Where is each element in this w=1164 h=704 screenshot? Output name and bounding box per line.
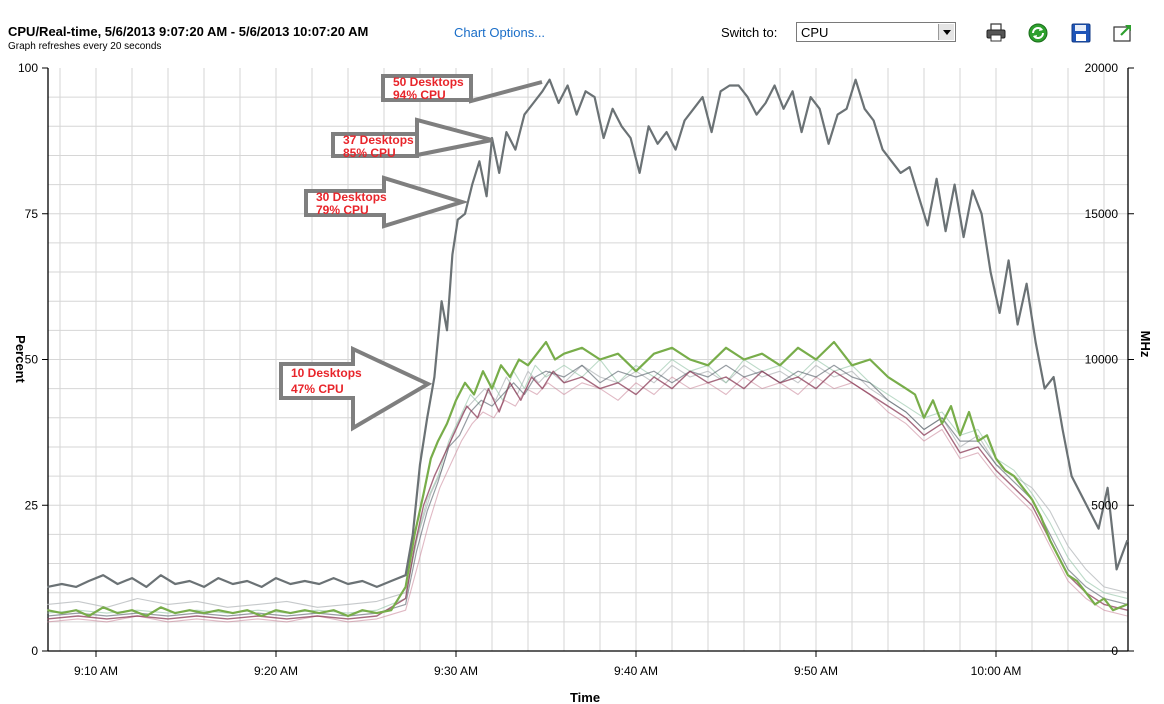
y-left-axis-title: Percent xyxy=(13,335,28,383)
annotation-value: 47% CPU xyxy=(291,382,344,396)
x-tick-label: 9:30 AM xyxy=(434,664,478,678)
x-tick-label: 9:40 AM xyxy=(614,664,658,678)
series-lines xyxy=(47,78,1129,623)
y-left-tick-label: 25 xyxy=(25,498,39,512)
annotation-arrow xyxy=(279,345,433,432)
annotation-label: 10 Desktops xyxy=(291,366,362,380)
y-right-axis-title: MHz xyxy=(1138,331,1153,358)
y-right-tick-label: 5000 xyxy=(1091,498,1118,512)
print-icon xyxy=(986,23,1006,42)
dropdown-button[interactable] xyxy=(938,24,954,40)
x-tick-label: 9:20 AM xyxy=(254,664,298,678)
switch-to-value: CPU xyxy=(801,25,829,40)
annotation-label: 50 Desktops xyxy=(393,75,464,89)
series-line-5 xyxy=(47,376,1128,623)
export-button[interactable] xyxy=(1112,22,1132,42)
switch-to-label: Switch to: xyxy=(721,25,778,40)
chart-title: CPU/Real-time, 5/6/2013 9:07:20 AM - 5/6… xyxy=(8,24,369,39)
annotation-arrow xyxy=(304,175,469,229)
y-left-tick-label: 100 xyxy=(18,61,38,75)
grid-lines xyxy=(48,68,1128,651)
export-icon xyxy=(1113,25,1131,42)
print-button[interactable] xyxy=(985,22,1006,42)
y-left-tick-label: 0 xyxy=(31,644,38,658)
y-right-tick-label: 15000 xyxy=(1085,207,1119,221)
annotation-value: 79% CPU xyxy=(316,203,369,217)
refresh-note: Graph refreshes every 20 seconds xyxy=(8,41,162,52)
annotation-label: 37 Desktops xyxy=(343,133,414,147)
series-line-1 xyxy=(47,78,1129,589)
x-tick-label: 9:10 AM xyxy=(74,664,118,678)
series-line-2 xyxy=(47,340,1128,618)
chart-axes xyxy=(42,67,1134,657)
annotation-arrow xyxy=(381,74,543,104)
refresh-button[interactable] xyxy=(1027,22,1048,43)
axis-labels: 0 25 50 75 100 0 5000 10000 15000 20000 9:10 AM 9:2… xyxy=(13,61,1153,704)
annotation-arrow xyxy=(331,117,493,158)
annotation-value: 94% CPU xyxy=(393,88,446,102)
chart-options-link[interactable]: Chart Options... xyxy=(454,25,546,40)
y-left-tick-label: 75 xyxy=(25,207,39,221)
series-line-7 xyxy=(47,364,1128,608)
annotation-label: 30 Desktops xyxy=(316,190,387,204)
y-left-tick-label: 50 xyxy=(25,353,39,367)
x-tick-label: 9:50 AM xyxy=(794,664,838,678)
y-right-tick-label: 20000 xyxy=(1085,61,1119,75)
series-line-6 xyxy=(47,358,1128,614)
x-axis-title: Time xyxy=(570,690,600,704)
save-icon xyxy=(1071,23,1091,43)
save-button[interactable] xyxy=(1070,22,1091,43)
y-right-tick-label: 10000 xyxy=(1085,353,1119,367)
series-line-4 xyxy=(47,364,1128,617)
y-right-tick-label: 0 xyxy=(1111,644,1118,658)
annotation-value: 85% CPU xyxy=(343,146,396,160)
series-line-3 xyxy=(47,370,1128,620)
refresh-icon xyxy=(1028,23,1048,43)
switch-to-select[interactable]: CPU xyxy=(796,22,956,42)
x-tick-label: 10:00 AM xyxy=(971,664,1022,678)
chevron-down-icon xyxy=(943,30,951,35)
